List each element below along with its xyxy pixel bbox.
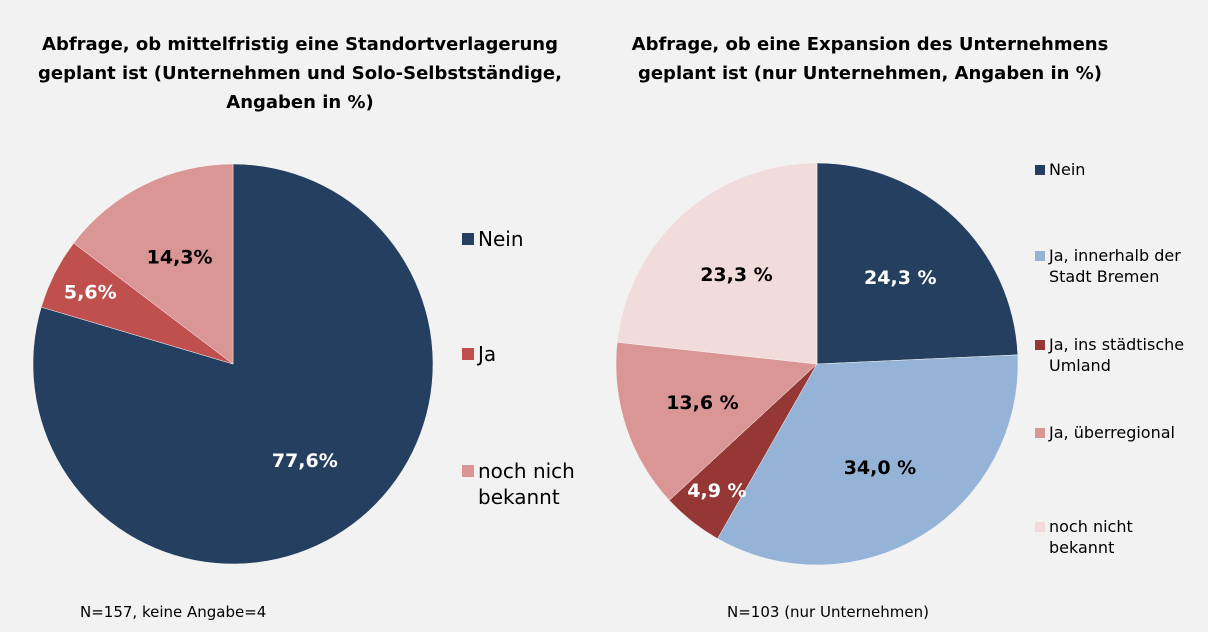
footnote: N=157, keine Angabe=4 — [80, 603, 267, 621]
legend-swatch — [1035, 428, 1045, 439]
legend-label: Ja — [478, 342, 497, 366]
legend-item: Ja, ins städtische Umland — [1035, 335, 1185, 377]
footnote: N=103 (nur Unternehmen) — [727, 603, 929, 621]
pie-slice — [717, 354, 1019, 566]
pie-slice — [615, 342, 818, 501]
legend-label: Ja, überregional — [1049, 423, 1175, 442]
legend-item: noch nich bekannt — [462, 458, 587, 510]
legend-swatch — [462, 348, 474, 360]
title-line: Angaben in %) — [226, 92, 374, 113]
legend-item: Ja, überregional — [1035, 423, 1185, 444]
title-line: Abfrage, ob mittelfristig eine Standortv… — [42, 34, 558, 55]
data-label: 23,3 % — [700, 264, 773, 286]
title-line: geplant ist (Unternehmen und Solo-Selbst… — [38, 63, 562, 84]
legend-item: Ja — [462, 341, 587, 367]
pie-slice — [73, 163, 234, 365]
legend-swatch — [462, 233, 474, 245]
legend-swatch — [1035, 165, 1045, 176]
legend-swatch — [1035, 340, 1045, 351]
legend-label: Ja, ins städtische Umland — [1049, 335, 1185, 375]
legend-item: Ja, innerhalb der Stadt Bremen — [1035, 246, 1185, 288]
data-label: 77,6% — [272, 450, 338, 472]
chart-title: Abfrage, ob eine Expansion des Unternehm… — [600, 30, 1140, 88]
chart-title: Abfrage, ob mittelfristig eine Standortv… — [20, 30, 580, 117]
legend-label: Nein — [1049, 160, 1086, 179]
data-label: 13,6 % — [666, 392, 739, 414]
pie-slice — [32, 163, 434, 565]
data-label: 4,9 % — [687, 480, 746, 502]
data-label: 5,6% — [64, 282, 117, 304]
legend-swatch — [1035, 522, 1045, 533]
legend-label: noch nicht bekannt — [1049, 517, 1133, 557]
legend-label: Ja, innerhalb der Stadt Bremen — [1049, 246, 1181, 286]
data-label: 34,0 % — [844, 457, 917, 479]
legend-item: noch nicht bekannt — [1035, 517, 1185, 559]
data-label: 14,3% — [147, 247, 213, 269]
legend-label: Nein — [478, 227, 524, 251]
legend-swatch — [1035, 251, 1045, 262]
legend-item: Nein — [1035, 160, 1185, 181]
pie-slice — [616, 162, 818, 365]
legend-label: noch nich bekannt — [478, 459, 575, 509]
data-label: 24,3 % — [864, 267, 937, 289]
legend-item: Nein — [462, 226, 587, 252]
title-line: geplant ist (nur Unternehmen, Angaben in… — [637, 63, 1103, 84]
pie-slice — [816, 162, 1019, 365]
title-line: Abfrage, ob eine Expansion des Unternehm… — [631, 34, 1109, 55]
legend-swatch — [462, 465, 474, 477]
